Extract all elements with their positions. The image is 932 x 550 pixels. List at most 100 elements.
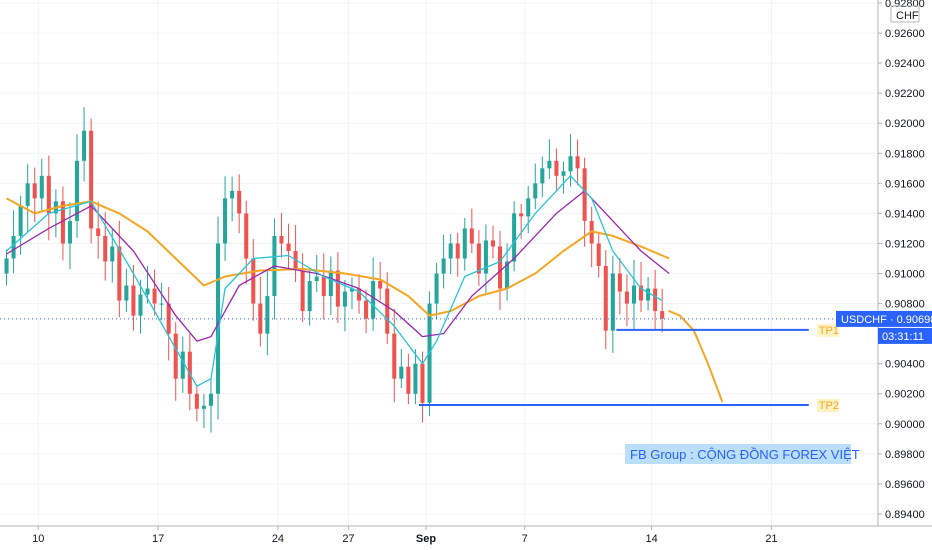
candle-body bbox=[237, 190, 242, 214]
candle-body bbox=[89, 130, 94, 229]
candle-body bbox=[279, 235, 284, 244]
x-tick-label: 24 bbox=[272, 533, 284, 545]
projection-curve[interactable] bbox=[668, 310, 724, 403]
candle-body bbox=[314, 276, 319, 282]
candle-body bbox=[385, 288, 390, 334]
candle-body bbox=[561, 171, 566, 176]
candle-body bbox=[371, 281, 376, 319]
candle-body bbox=[173, 333, 178, 379]
x-axis-ticks: 10 17 24 27 Sep 7 14 21 bbox=[32, 526, 778, 545]
candle-body bbox=[223, 198, 228, 244]
candle-body bbox=[124, 285, 129, 301]
candle-body bbox=[392, 333, 397, 379]
time-axis-bg[interactable] bbox=[0, 526, 932, 550]
candle-body bbox=[547, 160, 552, 169]
candle-body bbox=[462, 228, 467, 259]
y-tick-label: 0.92200 bbox=[885, 88, 925, 100]
candle-body bbox=[519, 213, 524, 217]
level-label-bg bbox=[816, 323, 839, 337]
candle-body bbox=[378, 281, 383, 289]
currency-label: CHF bbox=[896, 10, 919, 22]
level-label-tp1: TP1 bbox=[819, 325, 839, 337]
candle-body bbox=[512, 213, 517, 262]
candle-body bbox=[596, 243, 601, 267]
x-tick-label: 10 bbox=[32, 533, 44, 545]
x-tick-label: 14 bbox=[645, 533, 657, 545]
candle-body bbox=[505, 261, 510, 289]
y-tick-label: 0.92000 bbox=[885, 118, 925, 130]
price-axis-bg[interactable] bbox=[878, 0, 932, 526]
candle-body bbox=[230, 190, 235, 199]
candles bbox=[4, 106, 665, 433]
candle-body bbox=[455, 243, 460, 259]
y-tick-label: 0.92800 bbox=[885, 0, 925, 10]
candle-body bbox=[610, 273, 615, 331]
x-tick-label: 7 bbox=[522, 533, 528, 545]
candle-body bbox=[646, 288, 651, 301]
candle-body bbox=[624, 291, 629, 304]
candle-body bbox=[603, 266, 608, 331]
candle-body bbox=[335, 270, 340, 307]
group-annotation[interactable]: FB Group : CỘNG ĐỒNG FOREX VIỆT bbox=[625, 444, 860, 464]
candle-body bbox=[413, 363, 418, 394]
moving-averages bbox=[6, 175, 670, 387]
candle-body bbox=[110, 246, 115, 262]
candle-body bbox=[180, 351, 185, 379]
y-tick-label: 0.91800 bbox=[885, 148, 925, 160]
candle-body bbox=[469, 228, 474, 244]
candle-body bbox=[639, 285, 644, 301]
price-tag-label: USDCHF · 0.90698 bbox=[841, 314, 932, 326]
candle-body bbox=[434, 273, 439, 304]
candle-body bbox=[476, 243, 481, 274]
price-tag: USDCHF · 0.90698 03:31:11 bbox=[836, 310, 932, 344]
drawings: TP1 TP2 bbox=[418, 310, 839, 413]
x-tick-label: 17 bbox=[152, 533, 164, 545]
y-tick-label: 0.91600 bbox=[885, 178, 925, 190]
candle-body bbox=[11, 235, 16, 259]
y-tick-label: 0.91000 bbox=[885, 269, 925, 281]
annotation-text: FB Group : CỘNG ĐỒNG FOREX VIỆT bbox=[630, 447, 860, 462]
candle-body bbox=[582, 168, 587, 221]
candle-body bbox=[441, 258, 446, 274]
ema-fast-line bbox=[6, 175, 663, 387]
y-tick-label: 0.90800 bbox=[885, 299, 925, 311]
candle-body bbox=[349, 288, 354, 292]
candle-body bbox=[399, 366, 404, 379]
candle-body bbox=[208, 393, 213, 406]
candle-body bbox=[60, 201, 65, 244]
candle-body bbox=[145, 288, 150, 295]
candle-body bbox=[498, 246, 503, 289]
y-tick-label: 0.89600 bbox=[885, 479, 925, 491]
level-label-bg bbox=[816, 399, 839, 413]
candle-body bbox=[554, 160, 559, 176]
y-tick-label: 0.89800 bbox=[885, 449, 925, 461]
candle-body bbox=[568, 156, 573, 172]
candle-body bbox=[483, 240, 488, 274]
candle-body bbox=[364, 300, 369, 319]
y-tick-label: 0.89400 bbox=[885, 509, 925, 521]
candle-body bbox=[67, 220, 72, 244]
candle-body bbox=[448, 243, 453, 259]
candle-body bbox=[75, 160, 80, 221]
candle-body bbox=[265, 296, 270, 334]
candle-body bbox=[420, 363, 425, 403]
x-tick-label: 21 bbox=[765, 533, 777, 545]
candle-body bbox=[328, 270, 333, 297]
candle-body bbox=[307, 281, 312, 312]
currency-box bbox=[890, 5, 920, 23]
candle-body bbox=[201, 405, 206, 409]
y-axis-ticks: 0.92800 0.92600 0.92400 0.92200 0.92000 0.918… bbox=[878, 0, 925, 521]
candle-body bbox=[540, 168, 545, 184]
level-label-tp2: TP2 bbox=[819, 400, 839, 412]
candle-body bbox=[342, 291, 347, 307]
candle-body bbox=[357, 288, 362, 301]
countdown-label: 03:31:11 bbox=[882, 331, 924, 343]
candle-body bbox=[194, 393, 199, 409]
y-tick-label: 0.91200 bbox=[885, 238, 925, 250]
candle-body bbox=[4, 258, 9, 274]
candle-body bbox=[293, 250, 298, 271]
y-tick-label: 0.92600 bbox=[885, 28, 925, 40]
y-tick-label: 0.92400 bbox=[885, 58, 925, 70]
grid bbox=[0, 0, 878, 526]
